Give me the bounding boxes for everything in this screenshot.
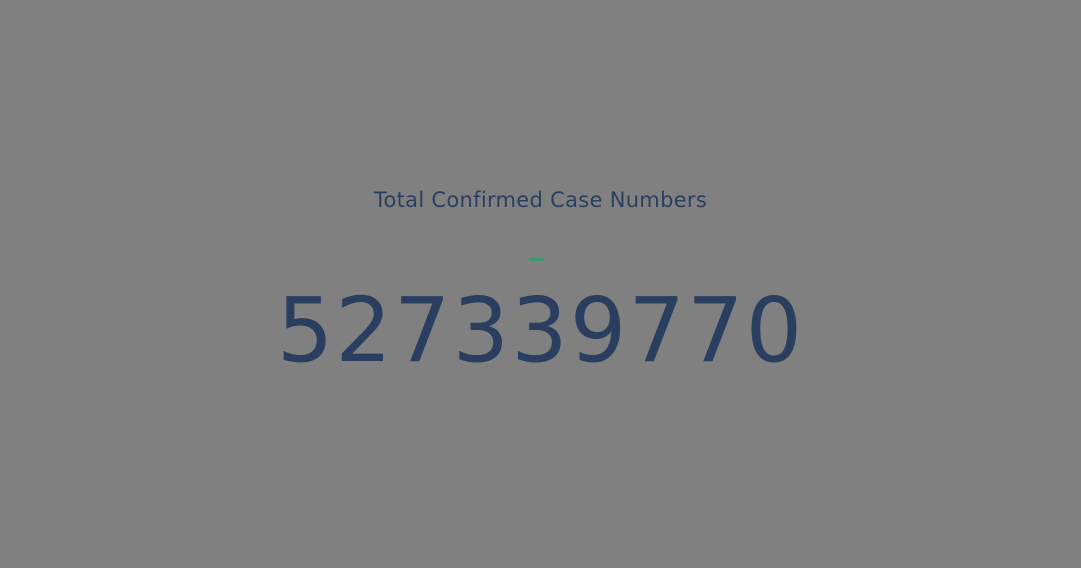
indicator-title: Total Confirmed Case Numbers	[373, 188, 708, 212]
delta-indicator-mark	[529, 258, 544, 261]
indicator-value: 527339770	[276, 278, 805, 382]
